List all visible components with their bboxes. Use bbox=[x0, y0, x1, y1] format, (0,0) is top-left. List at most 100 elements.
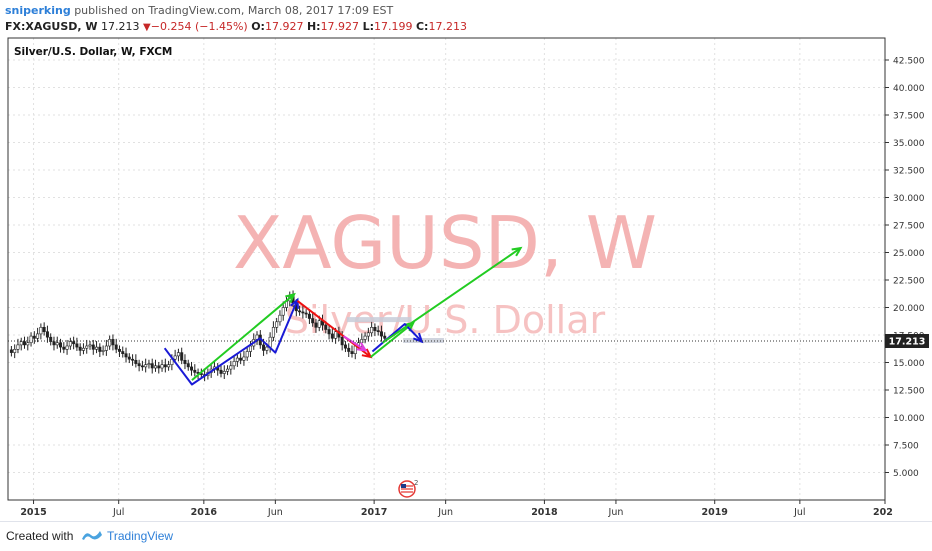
y-tick-label: 20.000 bbox=[893, 304, 925, 314]
zone-rect bbox=[346, 317, 412, 323]
candle bbox=[131, 354, 135, 366]
y-tick-label: 5.000 bbox=[893, 469, 919, 479]
candle bbox=[81, 343, 85, 355]
y-tick-label: 12.500 bbox=[893, 387, 925, 397]
candle bbox=[160, 359, 164, 372]
candle bbox=[183, 354, 187, 370]
x-tick-label: 2018 bbox=[531, 507, 558, 518]
candle bbox=[91, 339, 95, 355]
x-tick-label: 2016 bbox=[191, 507, 218, 518]
candle bbox=[235, 354, 239, 367]
zone-rect bbox=[403, 338, 444, 343]
price-tag: 17.213 bbox=[885, 334, 929, 348]
candle bbox=[101, 345, 105, 356]
y-tick-label: 25.000 bbox=[893, 249, 925, 259]
candle bbox=[180, 347, 184, 365]
candle bbox=[275, 317, 279, 333]
watermark-symbol: XAGUSD, W bbox=[233, 201, 657, 285]
candle bbox=[327, 324, 331, 340]
y-tick-label: 32.500 bbox=[893, 167, 925, 177]
header: sniperking published on TradingView.com,… bbox=[5, 0, 925, 38]
candle bbox=[72, 336, 76, 350]
last-price: 17.213 bbox=[101, 20, 140, 33]
plot-frame bbox=[7, 37, 886, 501]
down-arrow-icon: ▼ bbox=[143, 22, 151, 33]
footer: Created with TradingView bbox=[0, 521, 932, 551]
candle bbox=[370, 321, 374, 337]
x-axis: 2015 Jul 2016 Jun 2017 Jun 2018 Jun 2019 Jul 202 bbox=[20, 500, 893, 518]
x-tick-label: Jun bbox=[608, 507, 624, 518]
chart-title: Silver/U.S. Dollar, W, FXCM bbox=[14, 46, 172, 58]
y-tick-label: 35.000 bbox=[893, 139, 925, 149]
candle bbox=[134, 354, 138, 368]
symbol-line: FX:XAGUSD, W 17.213 ▼−0.254 (−1.45%) O:1… bbox=[5, 20, 467, 33]
candle bbox=[167, 360, 171, 371]
candle bbox=[23, 336, 27, 349]
candle bbox=[226, 365, 230, 376]
x-tick-label: 2019 bbox=[701, 507, 727, 518]
candle bbox=[245, 347, 249, 361]
candle bbox=[124, 347, 128, 363]
x-tick-label: Jul bbox=[112, 507, 124, 518]
candle bbox=[9, 346, 13, 357]
symbol: FX:XAGUSD, W bbox=[5, 20, 98, 33]
candle bbox=[85, 339, 89, 354]
flag-icon[interactable]: 2 bbox=[398, 479, 418, 498]
candle bbox=[163, 358, 167, 373]
x-tick-label: Jun bbox=[437, 507, 453, 518]
high-label: H: bbox=[306, 20, 321, 33]
candle bbox=[42, 322, 46, 336]
blue-arrow[interactable] bbox=[163, 297, 299, 386]
candle bbox=[366, 327, 370, 342]
green-arrow[interactable] bbox=[191, 292, 296, 381]
y-tick-label: 40.000 bbox=[893, 84, 925, 94]
low-value: 17.199 bbox=[373, 20, 413, 33]
candle bbox=[304, 309, 308, 318]
grid bbox=[8, 38, 885, 500]
y-tick-label: 22.500 bbox=[893, 277, 925, 287]
candle bbox=[36, 327, 40, 343]
candle bbox=[88, 341, 92, 350]
candle bbox=[343, 341, 347, 353]
magenta-arrow[interactable] bbox=[342, 335, 368, 352]
candle bbox=[232, 355, 236, 370]
tradingview-logo-icon bbox=[82, 531, 102, 540]
candle bbox=[157, 361, 161, 374]
close-label: C: bbox=[415, 20, 429, 33]
candle bbox=[55, 336, 59, 349]
candle bbox=[176, 348, 180, 362]
candle bbox=[147, 359, 151, 369]
candle bbox=[32, 331, 36, 344]
candle bbox=[222, 365, 226, 379]
published-line: sniperking published on TradingView.com,… bbox=[5, 4, 393, 17]
candle bbox=[127, 353, 131, 364]
candle bbox=[153, 359, 157, 372]
candle bbox=[98, 343, 102, 357]
green-arrow[interactable] bbox=[382, 246, 523, 344]
candle bbox=[379, 325, 383, 342]
x-tick-label: 2015 bbox=[20, 507, 46, 518]
author-link[interactable]: sniperking bbox=[5, 4, 71, 17]
candle bbox=[350, 345, 354, 358]
candle bbox=[298, 305, 302, 316]
y-tick-label: 37.500 bbox=[893, 112, 925, 122]
y-tick-label: 30.000 bbox=[893, 194, 925, 204]
tradingview-link[interactable]: TradingView bbox=[107, 529, 174, 543]
candle bbox=[95, 341, 99, 354]
y-tick-label: 10.000 bbox=[893, 414, 925, 424]
candle bbox=[62, 342, 66, 354]
created-with-text: Created with bbox=[6, 529, 74, 543]
candle bbox=[137, 359, 141, 372]
candle bbox=[104, 339, 108, 356]
candle bbox=[78, 343, 82, 356]
candle bbox=[52, 336, 56, 351]
candle bbox=[111, 334, 115, 351]
candle bbox=[29, 332, 33, 347]
candle bbox=[301, 305, 305, 319]
candle bbox=[65, 339, 69, 355]
green-arrow[interactable] bbox=[370, 321, 416, 358]
low-label: L: bbox=[362, 20, 374, 33]
open-label: O: bbox=[251, 20, 265, 33]
candle bbox=[108, 335, 112, 350]
